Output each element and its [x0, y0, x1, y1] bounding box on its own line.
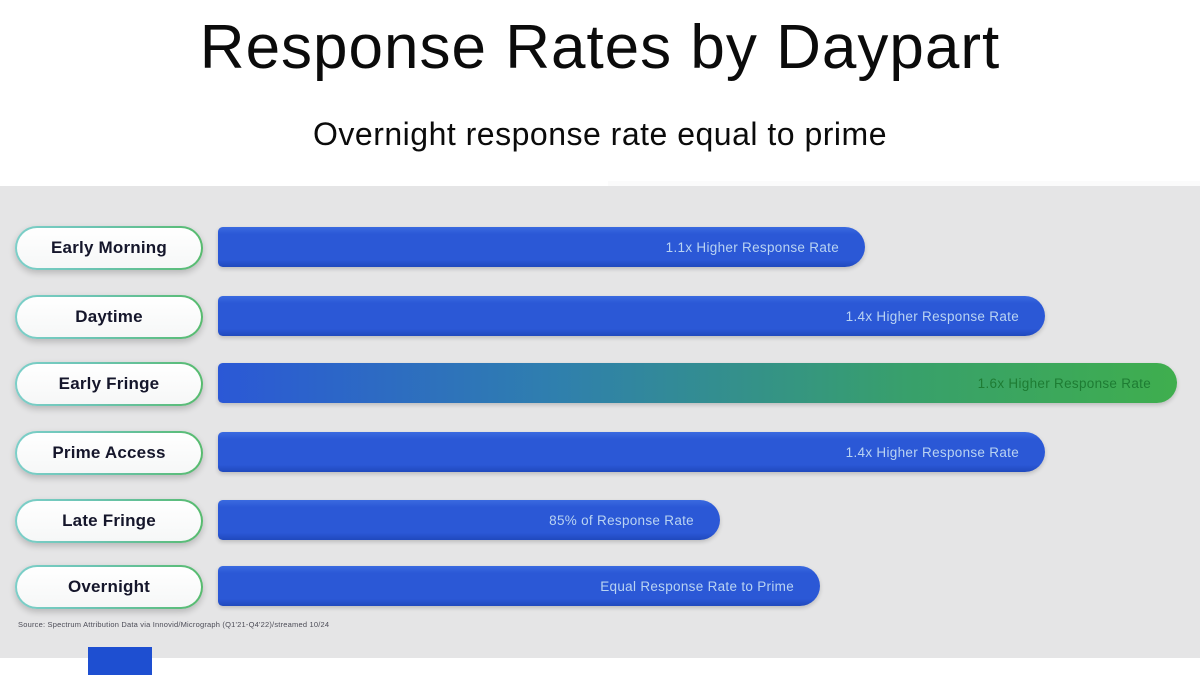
chart-panel: Early Morning 1.1x Higher Response Rate … [0, 186, 1200, 658]
page-subtitle: Overnight response rate equal to prime [313, 116, 887, 152]
chart-row-prime-access: Prime Access 1.4x Higher Response Rate [0, 431, 1200, 473]
bar-value-label: Equal Response Rate to Prime [600, 578, 794, 594]
bar-value-label: 85% of Response Rate [549, 512, 694, 528]
daypart-label: Late Fringe [62, 511, 156, 530]
daypart-pill: Early Morning [15, 226, 203, 270]
chart-row-late-fringe: Late Fringe 85% of Response Rate [0, 499, 1200, 541]
bar-value-label: 1.4x Higher Response Rate [845, 444, 1019, 460]
daypart-label: Prime Access [52, 443, 166, 462]
chart-row-daytime: Daytime 1.4x Higher Response Rate [0, 295, 1200, 337]
response-rate-bar: Equal Response Rate to Prime [218, 566, 820, 606]
chart-row-early-morning: Early Morning 1.1x Higher Response Rate [0, 226, 1200, 268]
bottom-blue-block [88, 647, 152, 675]
bar-value-label: 1.4x Higher Response Rate [845, 308, 1019, 324]
daypart-pill: Prime Access [15, 431, 203, 475]
response-rate-bar: 1.1x Higher Response Rate [218, 227, 865, 267]
bar-value-label: 1.6x Higher Response Rate [977, 375, 1151, 391]
response-rate-bar: 1.4x Higher Response Rate [218, 296, 1045, 336]
chart-row-overnight: Overnight Equal Response Rate to Prime [0, 565, 1200, 607]
divider-line [608, 181, 1200, 186]
page-title: Response Rates by Daypart [199, 13, 1001, 82]
daypart-pill: Late Fringe [15, 499, 203, 543]
daypart-pill: Overnight [15, 565, 203, 609]
daypart-label: Early Fringe [58, 374, 160, 393]
daypart-pill: Daytime [15, 295, 203, 339]
response-rate-bar-highlight: 1.6x Higher Response Rate [218, 363, 1177, 403]
chart-row-early-fringe: Early Fringe 1.6x Higher Response Rate [0, 362, 1200, 404]
daypart-label: Daytime [75, 307, 143, 326]
daypart-label: Early Morning [51, 238, 167, 257]
bar-value-label: 1.1x Higher Response Rate [665, 239, 839, 255]
response-rate-bar: 1.4x Higher Response Rate [218, 432, 1045, 472]
daypart-pill: Early Fringe [15, 362, 203, 406]
daypart-label: Overnight [67, 577, 151, 596]
source-note: Source: Spectrum Attribution Data via In… [18, 620, 330, 629]
response-rate-bar: 85% of Response Rate [218, 500, 720, 540]
